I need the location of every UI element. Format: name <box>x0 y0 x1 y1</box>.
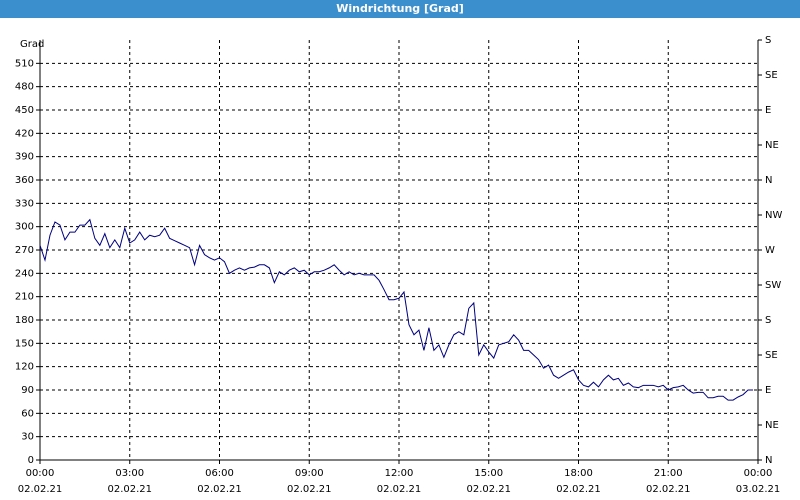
y2-tick-label: E <box>765 105 771 116</box>
x-tick-date: 02.02.21 <box>197 484 242 495</box>
x-tick-date: 02.02.21 <box>556 484 601 495</box>
x-tick-label: 18:00 <box>564 468 593 479</box>
y-tick-label: 90 <box>21 385 34 396</box>
y-tick-label: 330 <box>15 198 34 209</box>
y-tick-label: 0 <box>28 455 34 466</box>
y2-tick-label: SE <box>765 70 778 81</box>
x-tick-label: 00:00 <box>26 468 55 479</box>
x-tick-date: 02.02.21 <box>107 484 152 495</box>
y-tick-label: 120 <box>15 362 34 373</box>
x-tick-label: 00:00 <box>744 468 773 479</box>
y2-tick-label: NW <box>765 210 782 221</box>
y-tick-label: 480 <box>15 82 34 93</box>
y-tick-label: 360 <box>15 175 34 186</box>
x-tick-date: 02.02.21 <box>466 484 511 495</box>
y-tick-label: 30 <box>21 432 34 443</box>
x-tick-date: 02.02.21 <box>377 484 422 495</box>
y-tick-label: 180 <box>15 315 34 326</box>
title-bar: Windrichtung [Grad] <box>0 0 800 18</box>
y-tick-label: 390 <box>15 152 34 163</box>
y-tick-label: 150 <box>15 338 34 349</box>
y2-tick-label: SE <box>765 350 778 361</box>
y2-tick-label: E <box>765 385 771 396</box>
y2-tick-label: S <box>765 315 771 326</box>
chart: Grad 0 30 60 90 120 150 180 210 240 270 300 330 360 3… <box>15 35 783 495</box>
y-tick-label: 300 <box>15 222 34 233</box>
x-tick-date: 02.02.21 <box>287 484 332 495</box>
y2-tick-label: W <box>765 245 775 256</box>
x-tick-date: 02.02.21 <box>18 484 63 495</box>
y-tick-label: 60 <box>21 408 34 419</box>
y-axis-label: Grad <box>20 39 44 50</box>
y2-tick-label: SW <box>765 280 781 291</box>
y-tick-label: 240 <box>15 268 34 279</box>
y2-tick-label: NE <box>765 140 779 151</box>
x-tick-date: 03.02.21 <box>736 484 781 495</box>
x-tick-label: 12:00 <box>385 468 414 479</box>
x-tick-label: 15:00 <box>474 468 503 479</box>
x-tick-label: 06:00 <box>205 468 234 479</box>
y2-tick-label: N <box>765 455 772 466</box>
y2-tick-label: N <box>765 175 772 186</box>
x-tick-label: 09:00 <box>295 468 324 479</box>
y-tick-label: 450 <box>15 105 34 116</box>
y2-tick-label: NE <box>765 420 779 431</box>
y-tick-label: 210 <box>15 292 34 303</box>
y-tick-label: 510 <box>15 58 34 69</box>
y-tick-label: 420 <box>15 128 34 139</box>
data-line <box>39 218 754 401</box>
y2-tick-label: S <box>765 35 771 46</box>
x-tick-date: 02.02.21 <box>646 484 691 495</box>
x-tick-label: 21:00 <box>654 468 683 479</box>
x-tick-label: 03:00 <box>115 468 144 479</box>
y-tick-label: 270 <box>15 245 34 256</box>
